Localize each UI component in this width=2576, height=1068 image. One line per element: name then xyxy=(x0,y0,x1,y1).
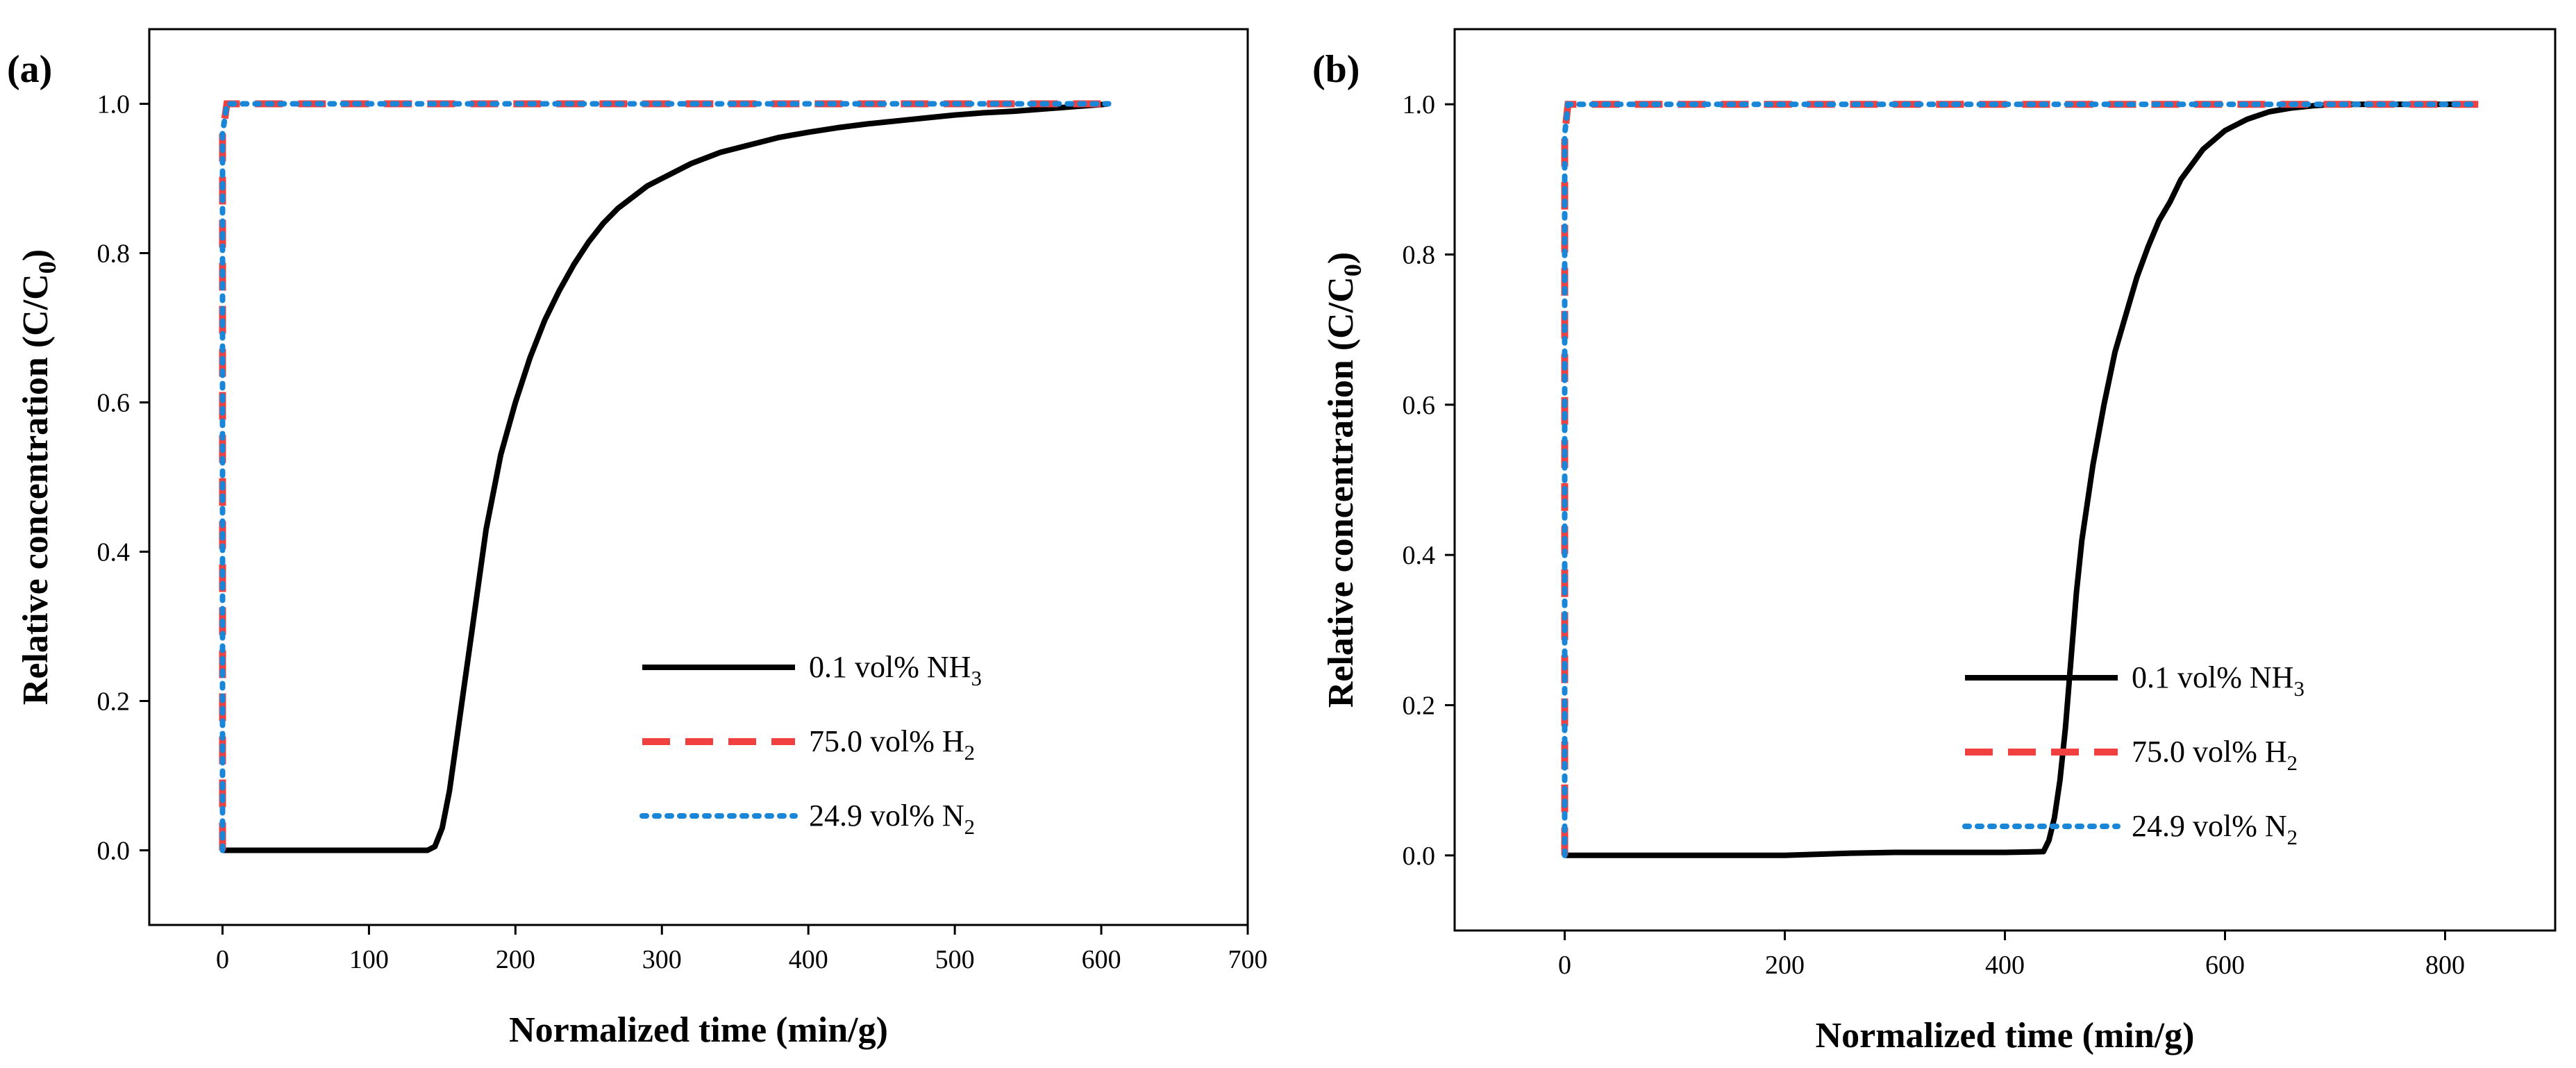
legend-label-n2-sub: 2 xyxy=(964,815,975,839)
legend-label-nh3-sub: 3 xyxy=(2293,677,2304,701)
legend-label-h2-sub: 2 xyxy=(2287,751,2298,775)
y-axis-title-sub: 0 xyxy=(1339,264,1366,276)
legend-label-h2: 75.0 vol% H2 xyxy=(2132,735,2298,775)
plot-frame xyxy=(1453,28,2557,932)
series-line-h2 xyxy=(1561,101,2479,856)
x-tick-label: 600 xyxy=(2205,951,2245,980)
panel-label: (a) xyxy=(7,48,52,91)
x-axis-title: Normalized time (min/g) xyxy=(509,1010,888,1050)
legend-label-h2-main: 75.0 vol% H xyxy=(2132,735,2287,769)
legend-label-nh3-sub: 3 xyxy=(971,667,981,690)
legend-label-n2: 24.9 vol% N2 xyxy=(2132,809,2298,849)
legend-label-n2-main: 24.9 vol% N xyxy=(809,799,964,833)
x-axis-title: Normalized time (min/g) xyxy=(1816,1016,2195,1056)
legend-label-nh3: 0.1 vol% NH3 xyxy=(2132,660,2305,701)
y-axis-title: Relative concentration (C/C0) xyxy=(16,249,61,705)
plot-frame xyxy=(148,28,1249,926)
legend-label-n2: 24.9 vol% N2 xyxy=(809,799,975,839)
x-tick-label: 400 xyxy=(789,945,828,974)
legend-label-h2: 75.0 vol% H2 xyxy=(809,724,975,765)
chart-panel-a: 0 100 200 300 400 500 600 700 0.0 0.2 0.4 0.6 0.8 1.0… xyxy=(7,28,1268,1050)
x-tick-label: 700 xyxy=(1228,945,1268,974)
panel-label: (b) xyxy=(1312,48,1360,91)
y-axis-title-main: Relative concentration (C/C xyxy=(16,274,56,705)
series-line-n2 xyxy=(1562,101,2482,858)
y-axis-title-main: Relative concentration (C/C xyxy=(1321,276,1361,708)
x-tick-label: 400 xyxy=(1985,951,2025,980)
series-line-nh3 xyxy=(222,101,1110,853)
legend-label-n2-main: 24.9 vol% N xyxy=(2132,809,2287,843)
y-tick-label: 1.0 xyxy=(1403,90,1436,119)
x-tick-label: 100 xyxy=(349,945,389,974)
y-axis-title-end: ) xyxy=(1321,252,1361,264)
x-tick-label: 600 xyxy=(1082,945,1121,974)
y-tick-label: 0.4 xyxy=(97,538,131,567)
y-tick-label: 0.4 xyxy=(1403,541,1436,570)
x-tick-label: 500 xyxy=(935,945,975,974)
x-tick-label: 300 xyxy=(642,945,682,974)
legend-label-nh3: 0.1 vol% NH3 xyxy=(809,650,982,690)
x-tick-label: 0 xyxy=(216,945,229,974)
y-tick-label: 0.0 xyxy=(1403,842,1436,871)
y-tick-label: 0.8 xyxy=(97,240,131,269)
x-tick-label: 800 xyxy=(2425,951,2465,980)
y-tick-label: 0.8 xyxy=(1403,241,1436,270)
y-tick-label: 0.2 xyxy=(97,687,131,717)
y-tick-label: 0.2 xyxy=(1403,692,1436,721)
legend-label-h2-main: 75.0 vol% H xyxy=(809,724,964,758)
y-tick-label: 0.6 xyxy=(97,389,131,418)
x-tick-label: 0 xyxy=(1558,951,1571,980)
y-tick-label: 1.0 xyxy=(97,90,131,119)
series-line-n2 xyxy=(219,101,1112,853)
series-line-nh3 xyxy=(1564,101,2479,858)
legend-label-nh3-main: 0.1 vol% NH xyxy=(809,650,971,684)
x-tick-label: 200 xyxy=(1765,951,1805,980)
legend-label-nh3-main: 0.1 vol% NH xyxy=(2132,660,2293,694)
legend-label-h2-sub: 2 xyxy=(964,741,975,765)
chart-panel-b: 0 200 400 600 800 0.0 0.2 0.4 0.6 0.8 1.0 (b) Normal… xyxy=(1312,28,2557,1056)
y-axis-title-sub: 0 xyxy=(33,261,61,274)
y-axis-title: Relative concentration (C/C0) xyxy=(1321,252,1366,708)
y-tick-label: 0.6 xyxy=(1403,391,1436,420)
y-axis-title-end: ) xyxy=(16,249,56,261)
legend-label-n2-sub: 2 xyxy=(2287,826,2298,849)
y-tick-label: 0.0 xyxy=(97,837,131,866)
x-tick-label: 200 xyxy=(496,945,535,974)
